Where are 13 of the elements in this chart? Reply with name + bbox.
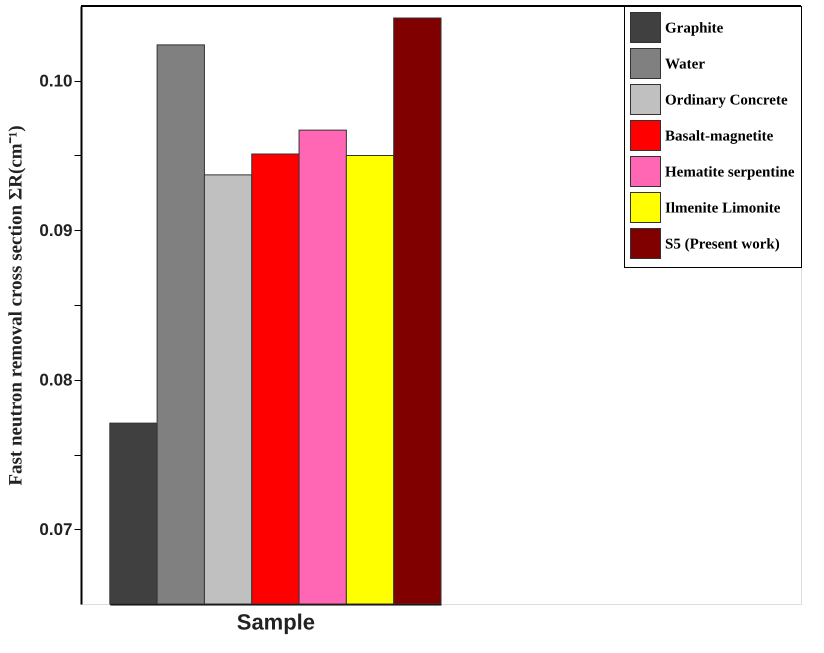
x-axis-title: Sample (236, 610, 316, 634)
legend-label: Hematite serpentine (665, 164, 795, 180)
legend-label: Ilmenite Limonite (665, 200, 781, 216)
legend-label: Ordinary Concrete (665, 92, 788, 108)
legend-label: Graphite (665, 20, 724, 36)
y-tick-label: 0.07 (39, 520, 72, 539)
legend-label: Water (665, 56, 706, 72)
y-axis-title: Fast neutron removal cross section ΣR(cm⁻¹) (5, 125, 26, 486)
legend-label: Basalt-magnetite (665, 128, 774, 144)
y-tick-label: 0.10 (39, 71, 72, 90)
legend-label: S5 (Present work) (665, 236, 780, 252)
y-tick-label: 0.08 (39, 370, 72, 390)
y-tick-label: 0.09 (39, 220, 72, 240)
